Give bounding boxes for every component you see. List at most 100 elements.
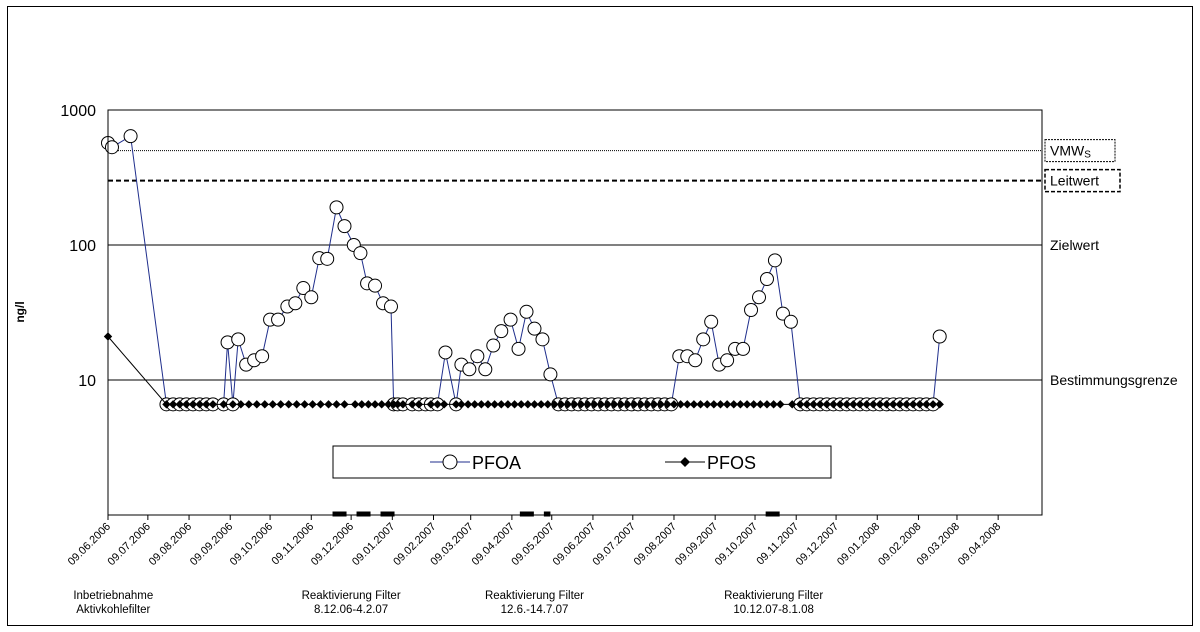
- data-point-pfos: [477, 400, 486, 409]
- data-point-pfos: [208, 400, 218, 409]
- data-point-pfos: [683, 400, 692, 409]
- reference-label: VMWS: [1050, 143, 1091, 161]
- data-point-pfos: [503, 400, 513, 409]
- data-point-pfos: [788, 400, 797, 409]
- data-point-pfos: [935, 400, 944, 409]
- data-point-pfos: [928, 400, 938, 409]
- data-point-pfoa: [736, 341, 751, 356]
- data-point-pfos: [324, 400, 333, 409]
- data-point-pfoa: [535, 332, 550, 347]
- data-point-pfoa: [462, 362, 477, 377]
- data-point-pfos: [364, 400, 373, 409]
- data-point-pfos: [762, 400, 772, 409]
- data-point-pfos: [875, 400, 885, 409]
- data-point-pfoa: [304, 290, 319, 305]
- data-point-pfoa: [104, 140, 119, 155]
- data-point-pfos: [268, 400, 277, 409]
- data-point-pfos: [398, 400, 408, 409]
- data-point-pfos: [716, 400, 725, 409]
- data-point-pfos: [188, 400, 198, 409]
- data-point-pfos: [516, 400, 526, 409]
- data-point-pfoa: [288, 296, 303, 311]
- data-point-pfos: [195, 400, 204, 409]
- data-point-pfos: [835, 400, 845, 409]
- data-point-pfos: [162, 400, 171, 409]
- data-point-pfoa: [486, 338, 501, 353]
- data-point-pfos: [590, 400, 599, 409]
- data-point-pfoa: [511, 341, 526, 356]
- data-point-pfoa: [255, 349, 270, 364]
- data-point-pfos: [802, 400, 812, 409]
- event-caption: 8.12.06-4.2.07: [314, 604, 388, 616]
- y-tick-label: 10: [78, 373, 96, 390]
- reference-lines: VMWS Leitwert Zielwert Bestimmungsgrenze: [108, 139, 1178, 388]
- data-point-pfos: [643, 400, 652, 409]
- data-point-pfoa: [527, 321, 542, 336]
- data-point-pfos: [749, 400, 758, 409]
- data-point-pfoa: [271, 312, 286, 327]
- event-caption: Aktivkohlefilter: [76, 604, 150, 616]
- data-point-pfoa: [383, 299, 398, 314]
- data-point-pfos: [809, 400, 818, 409]
- data-point-pfos: [729, 400, 738, 409]
- x-tick-label: 09.08.2006: [147, 521, 194, 568]
- axes: 10100100009.06.200609.07.200609.08.20060…: [60, 103, 1043, 568]
- y-axis-label: ng/l: [13, 301, 27, 322]
- x-tick-label: 09.01.2007: [350, 521, 397, 568]
- data-point-pfos: [168, 400, 178, 409]
- data-point-pfos: [822, 400, 831, 409]
- data-point-pfos: [882, 400, 891, 409]
- data-point-pfos: [656, 400, 665, 409]
- data-point-pfoa: [470, 349, 485, 364]
- data-point-pfoa: [494, 324, 509, 339]
- data-point-pfos: [470, 400, 479, 409]
- data-point-pfos: [175, 400, 184, 409]
- data-point-pfos: [623, 400, 632, 409]
- data-point-pfos: [182, 400, 191, 409]
- data-point-pfos: [702, 400, 712, 409]
- data-point-pfos: [842, 400, 851, 409]
- data-point-pfos: [202, 400, 211, 409]
- chart-frame: [7, 6, 1193, 626]
- data-point-pfoa: [320, 251, 335, 266]
- data-point-pfos: [902, 400, 911, 409]
- data-point-pfoa: [519, 304, 534, 319]
- data-point-pfos: [393, 400, 402, 409]
- data-point-pfoa: [752, 290, 767, 305]
- data-point-pfos: [408, 400, 417, 409]
- data-point-pfos: [895, 400, 905, 409]
- data-point-pfos: [260, 400, 269, 409]
- data-point-pfos: [457, 400, 466, 409]
- series: [101, 129, 947, 412]
- data-point-pfos: [292, 400, 301, 409]
- data-point-pfos: [510, 400, 519, 409]
- data-point-pfoa: [329, 200, 344, 215]
- data-point-pfoa: [478, 362, 493, 377]
- data-point-pfoa: [688, 353, 703, 368]
- data-point-pfos: [776, 400, 785, 409]
- data-point-pfos: [696, 400, 705, 409]
- data-point-pfos: [228, 400, 238, 409]
- data-point-pfoa: [720, 353, 735, 368]
- data-point-pfos: [829, 400, 838, 409]
- data-point-pfos: [769, 400, 778, 409]
- data-point-pfos: [556, 400, 566, 409]
- data-point-pfoa: [337, 219, 352, 234]
- event-caption: 10.12.07-8.1.08: [733, 604, 814, 616]
- event-caption: Reaktivierung Filter: [485, 590, 584, 602]
- data-point-pfos: [357, 400, 366, 409]
- data-point-pfos: [815, 400, 825, 409]
- data-point-pfoa: [503, 312, 518, 327]
- data-point-pfos: [915, 400, 924, 409]
- data-point-pfos: [451, 400, 461, 409]
- data-point-pfos: [742, 400, 752, 409]
- x-tick-label: 09.07.2007: [590, 521, 637, 568]
- data-point-pfos: [709, 400, 719, 409]
- data-point-pfos: [236, 400, 246, 409]
- data-point-pfos: [497, 400, 506, 409]
- data-point-pfos: [570, 400, 579, 409]
- reference-label: Zielwert: [1050, 237, 1099, 253]
- data-point-pfos: [756, 400, 765, 409]
- data-point-pfos: [908, 400, 918, 409]
- data-point-pfoa: [932, 329, 947, 344]
